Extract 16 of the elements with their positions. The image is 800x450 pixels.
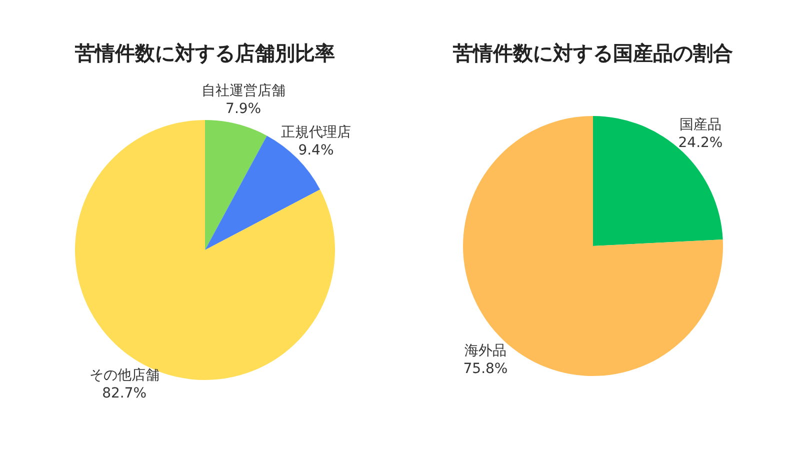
data-label: 75.8% <box>463 361 508 378</box>
pie-slice <box>593 116 723 246</box>
slice-label: 正規代理店 <box>281 124 351 140</box>
slice-label: 自社運営店舗 <box>201 82 286 99</box>
chart-title: 苦情件数に対する国産品の割合 <box>452 41 733 65</box>
pie-slice <box>75 120 335 380</box>
pie-slice <box>463 116 723 376</box>
pie-slice <box>205 120 267 250</box>
data-label: 82.7% <box>102 386 147 402</box>
data-label: 9.4% <box>298 142 334 158</box>
data-label: 7.9% <box>226 100 262 117</box>
slice-label: 海外品 <box>464 343 506 360</box>
chart-title: 苦情件数に対する店舗別比率 <box>74 41 335 65</box>
data-label: 24.2% <box>678 134 723 151</box>
slice-label: その他店舗 <box>89 368 160 384</box>
slice-label: 国産品 <box>680 116 722 133</box>
